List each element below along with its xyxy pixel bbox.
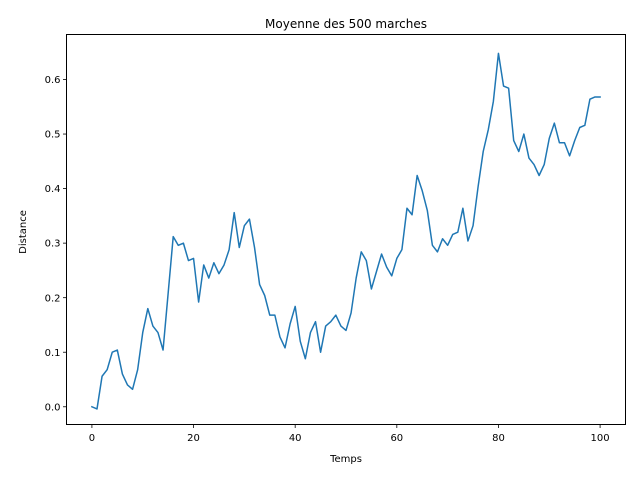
x-tick-label: 60 (390, 433, 403, 444)
x-tick-label: 20 (187, 433, 200, 444)
y-tick-label: 0.2 (45, 293, 61, 304)
y-tick-label: 0.0 (45, 402, 61, 413)
y-tick-label: 0.5 (45, 130, 61, 141)
y-tick-label: 0.1 (45, 348, 61, 359)
plot-area (90, 52, 601, 410)
x-tick-label: 80 (492, 433, 505, 444)
x-axis: 0 20 40 60 80 100 (89, 424, 610, 444)
y-tick-label: 0.3 (45, 239, 61, 250)
y-tick-label: 0.4 (45, 184, 61, 195)
series-points (91, 53, 601, 409)
y-tick-label: 0.6 (45, 75, 61, 86)
x-tick-label: 100 (591, 433, 610, 444)
y-axis: 0.0 0.1 0.2 0.3 0.4 0.5 0.6 (45, 75, 67, 413)
y-axis-label: Distance (18, 210, 29, 254)
x-tick-label: 40 (289, 433, 302, 444)
x-axis-label: Temps (329, 454, 362, 465)
axes-frame (66, 34, 626, 425)
x-tick-label: 0 (89, 433, 95, 444)
chart-title: Moyenne des 500 marches (265, 17, 427, 31)
